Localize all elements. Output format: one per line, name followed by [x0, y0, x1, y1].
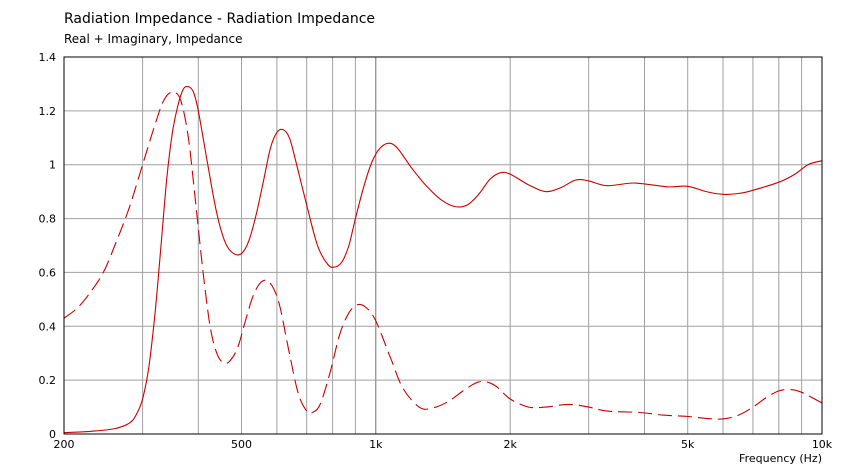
- chart-subtitle: Real + Imaginary, Impedance: [64, 32, 243, 46]
- x-tick-label: 500: [231, 438, 252, 451]
- x-tick-label: 200: [54, 438, 75, 451]
- y-tick-label: 0: [49, 428, 56, 441]
- x-axis-ticks: 200 500 1k 2k 5k 10k: [54, 438, 833, 451]
- plot-border: [63, 56, 823, 435]
- x-axis-label: Frequency (Hz): [739, 452, 822, 465]
- y-tick-label: 1.4: [39, 51, 57, 64]
- y-tick-label: 0.6: [39, 266, 57, 279]
- x-tick-label: 5k: [681, 438, 695, 451]
- plot-frame: [63, 56, 823, 435]
- series-group: [63, 85, 823, 434]
- grid: [63, 56, 823, 435]
- y-tick-label: 1: [49, 159, 56, 172]
- y-tick-label: 0.4: [39, 320, 57, 333]
- y-axis-ticks: 0 0.2 0.4 0.6 0.8 1 1.2 1.4: [39, 51, 57, 441]
- y-tick-label: 0.8: [39, 213, 57, 226]
- y-tick-label: 0.2: [39, 374, 57, 387]
- x-tick-label: 10k: [812, 438, 833, 451]
- chart-title: Radiation Impedance - Radiation Impedanc…: [64, 11, 376, 27]
- x-tick-label: 1k: [369, 438, 383, 451]
- series-line-solid: [63, 85, 823, 434]
- y-tick-label: 1.2: [39, 105, 57, 118]
- series-line-dashed: [63, 91, 823, 420]
- x-tick-label: 2k: [503, 438, 517, 451]
